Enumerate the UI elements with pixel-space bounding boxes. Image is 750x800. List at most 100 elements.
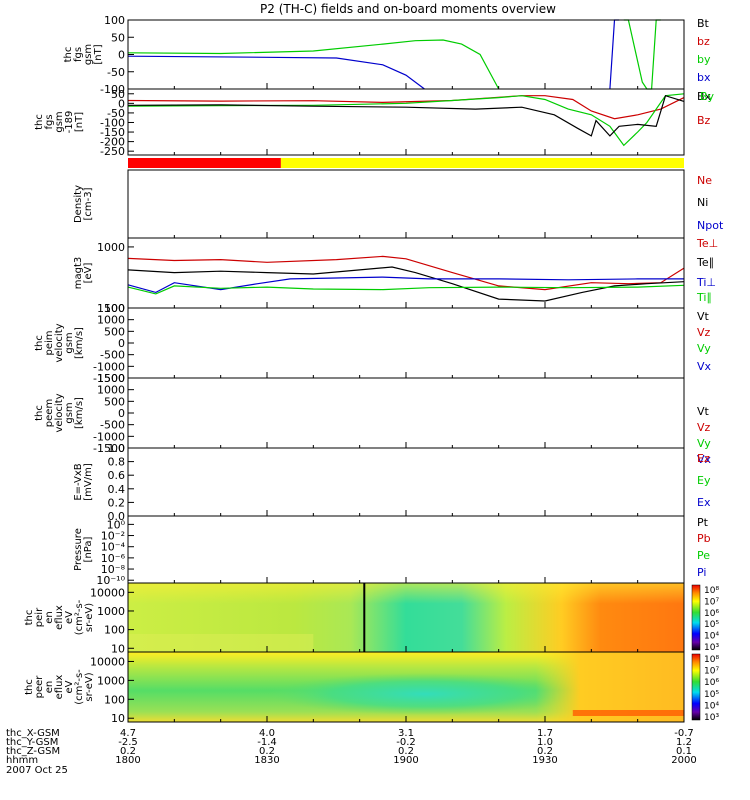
y-axis-label: sr-eV) bbox=[84, 672, 95, 701]
y-tick-label: 0.0 bbox=[108, 510, 126, 523]
legend-entry: Bt bbox=[697, 17, 710, 30]
footer-z-value: 0.2 bbox=[537, 746, 553, 757]
y-tick-label: -500 bbox=[100, 419, 125, 432]
legend-entry: Vz bbox=[697, 326, 711, 339]
y-tick-label: 100 bbox=[104, 302, 125, 315]
y-axis-label: thc bbox=[34, 335, 45, 351]
colorbar-tick-label: 10⁷ bbox=[704, 597, 719, 607]
footer-x-value: 4.0 bbox=[259, 728, 275, 739]
legend-entry: Pb bbox=[697, 532, 711, 545]
x-tick-label: 1900 bbox=[393, 755, 418, 766]
y-tick-label: 50 bbox=[111, 31, 125, 44]
y-tick-label: -1000 bbox=[93, 360, 125, 373]
colorbar-tick-label: 10⁴ bbox=[704, 632, 719, 642]
y-tick-label: -150 bbox=[100, 126, 125, 139]
y-tick-label: -50 bbox=[107, 66, 125, 79]
colorbar-tick-label: 10⁶ bbox=[704, 609, 719, 619]
y-axis-label: thc bbox=[24, 679, 35, 695]
y-tick-label: 0 bbox=[118, 407, 125, 420]
footer-z-value: 0.2 bbox=[398, 746, 414, 757]
panel-frame-efield bbox=[127, 447, 685, 517]
y-tick-label: 10000 bbox=[90, 586, 125, 599]
colorbar bbox=[691, 653, 701, 721]
footer-x-value: 4.7 bbox=[120, 728, 136, 739]
panel-frame-peim bbox=[127, 307, 685, 379]
series-line-Bx bbox=[127, 94, 685, 137]
y-tick-label: -1500 bbox=[93, 442, 125, 455]
y-tick-label: -50 bbox=[107, 107, 125, 120]
legend-entry: Bx bbox=[697, 90, 712, 103]
y-tick-label: 10 bbox=[111, 712, 125, 725]
series-line-bx bbox=[127, 55, 425, 90]
y-axis-label: sr-eV) bbox=[84, 603, 95, 632]
y-tick-label: 1.0 bbox=[108, 442, 126, 455]
colorbar bbox=[691, 584, 701, 651]
y-tick-label: 10000 bbox=[90, 655, 125, 668]
y-tick-label: 1000 bbox=[97, 605, 125, 618]
y-tick-label: 10⁻² bbox=[101, 530, 125, 543]
y-axis-label: eflux bbox=[54, 675, 65, 700]
y-axis-label: velocity bbox=[54, 323, 65, 362]
x-tick-label: 2000 bbox=[671, 755, 696, 766]
y-tick-label: 0 bbox=[118, 337, 125, 350]
legend-entry: Vz bbox=[697, 421, 711, 434]
footer-row-label: thc_Z-GSM bbox=[6, 746, 60, 757]
series-line-Ti∥ bbox=[127, 284, 685, 295]
y-tick-label: 0 bbox=[118, 97, 125, 110]
footer-row-label: 2007 Oct 25 bbox=[6, 765, 68, 776]
y-axis-label: fgs bbox=[73, 47, 84, 62]
y-tick-label: 100 bbox=[104, 14, 125, 27]
colorbar-tick-label: 10⁶ bbox=[704, 678, 719, 688]
y-tick-label: -500 bbox=[100, 349, 125, 362]
y-axis-label: eV bbox=[64, 680, 75, 693]
footer-row-label: thc_Y-GSM bbox=[6, 737, 58, 748]
y-axis-label: E=-VxB bbox=[73, 463, 84, 500]
footer-row-label: thc_X-GSM bbox=[6, 728, 60, 739]
y-tick-label: 1000 bbox=[97, 674, 125, 687]
y-tick-label: 1000 bbox=[97, 314, 125, 327]
panel-frame-peem bbox=[127, 377, 685, 449]
y-axis-label: -189 bbox=[64, 111, 75, 134]
y-tick-label: -1500 bbox=[93, 372, 125, 385]
colorbar-tick-label: 10⁸ bbox=[704, 655, 719, 665]
chart-title: P2 (TH-C) fields and on-board moments ov… bbox=[260, 2, 556, 16]
colorbar-tick-label: 10⁸ bbox=[704, 586, 719, 596]
y-axis-label: gsm bbox=[64, 402, 75, 423]
y-tick-label: 0.6 bbox=[108, 469, 126, 482]
footer-z-value: 0.2 bbox=[120, 746, 136, 757]
legend-entry: Pi bbox=[697, 566, 706, 579]
series-line-Te⊥ bbox=[127, 255, 685, 291]
legend-entry: Ne bbox=[697, 174, 712, 187]
y-tick-label: 50 bbox=[111, 88, 125, 101]
footer-y-value: -1.4 bbox=[257, 737, 277, 748]
y-axis-label: [eV] bbox=[83, 263, 94, 284]
legend-entry: bz bbox=[697, 35, 710, 48]
y-axis-label: [km/s] bbox=[74, 397, 85, 429]
legend-entry: Ez bbox=[697, 452, 710, 465]
y-axis-label: gsm bbox=[83, 44, 94, 65]
y-axis-label: eV bbox=[64, 611, 75, 624]
legend-entry: by bbox=[697, 53, 711, 66]
footer-x-value: 1.7 bbox=[537, 728, 553, 739]
y-axis-label: en bbox=[44, 681, 55, 694]
y-axis-label: gsm bbox=[64, 332, 75, 353]
y-axis-label: [km/s] bbox=[74, 327, 85, 359]
panel-frame-temp bbox=[127, 237, 685, 309]
legend-entry: Te⊥ bbox=[696, 237, 718, 250]
legend-entry: Ex bbox=[697, 496, 711, 509]
y-tick-label: 10 bbox=[111, 642, 125, 655]
y-tick-label: 1000 bbox=[97, 241, 125, 254]
legend-entry: Pe bbox=[697, 549, 710, 562]
colorbar-tick-label: 10⁷ bbox=[704, 667, 719, 677]
y-tick-label: 1500 bbox=[97, 302, 125, 315]
footer-y-value: -2.5 bbox=[118, 737, 138, 748]
mode-bar-segment bbox=[280, 158, 684, 168]
peer-core-flux bbox=[268, 673, 581, 715]
y-tick-label: -100 bbox=[100, 116, 125, 129]
legend-entry: Ti⊥ bbox=[696, 276, 716, 289]
colorbar-tick-label: 10⁴ bbox=[704, 701, 719, 711]
y-axis-label: peim bbox=[44, 330, 55, 355]
